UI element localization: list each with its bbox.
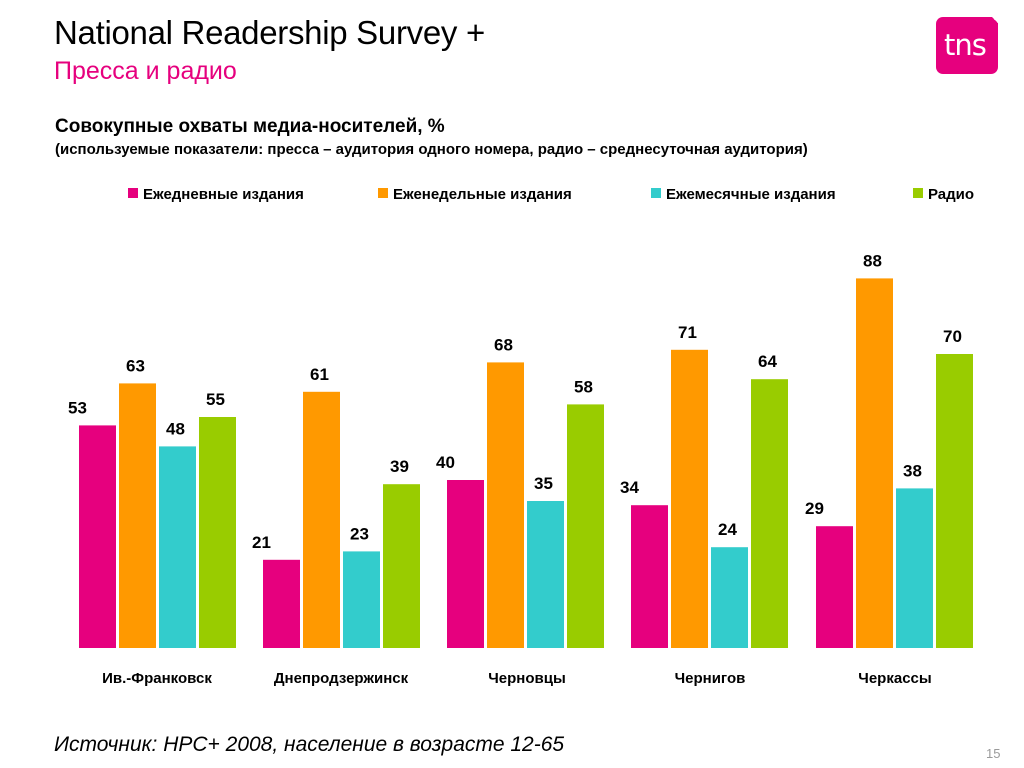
chart-subtitle: (используемые показатели: пресса – аудит… <box>55 141 808 158</box>
page-subtitle: Пресса и радио <box>54 57 237 85</box>
category-label: Чернигов <box>675 670 746 687</box>
data-label: 21 <box>252 533 271 552</box>
category-label: Черкассы <box>858 670 931 687</box>
bar-monthly <box>343 551 380 648</box>
category-label: Днепродзержинск <box>274 670 409 687</box>
category-label: Черновцы <box>488 670 566 687</box>
legend-swatch <box>651 188 661 198</box>
bar-daily <box>263 559 300 648</box>
legend-item-monthly: Ежемесячные издания <box>651 186 836 203</box>
source-note: Источник: НРС+ 2008, население в возраст… <box>54 733 565 756</box>
data-label: 70 <box>943 327 962 346</box>
bar-daily <box>447 480 484 648</box>
data-label: 53 <box>68 398 87 417</box>
data-label: 55 <box>206 390 225 409</box>
data-label: 34 <box>620 478 639 497</box>
data-label: 71 <box>678 323 697 342</box>
data-label: 39 <box>390 457 409 476</box>
legend-item-radio: Радио <box>913 186 974 203</box>
data-label: 61 <box>310 365 329 384</box>
bar-monthly <box>527 501 564 648</box>
data-label: 68 <box>494 335 513 354</box>
category-label: Ив.-Франковск <box>102 670 212 687</box>
legend-label: Еженедельные издания <box>393 186 572 203</box>
data-label: 40 <box>436 453 455 472</box>
legend-item-weekly: Еженедельные издания <box>378 186 572 203</box>
page-title: National Readership Survey + <box>54 14 485 51</box>
data-label: 38 <box>903 461 922 480</box>
bar-chart: 53 63 48 55 Ив.-Франковск 21 61 23 39 Днепродзерж… <box>68 251 973 687</box>
data-label: 88 <box>863 251 882 270</box>
bar-weekly <box>303 391 340 648</box>
tns-logo: tns <box>936 17 998 74</box>
data-label: 29 <box>805 499 824 518</box>
data-label: 24 <box>718 520 737 539</box>
bar-radio <box>751 379 788 648</box>
legend-swatch <box>128 188 138 198</box>
data-label: 63 <box>126 356 145 375</box>
bar-radio <box>383 484 420 648</box>
data-label: 64 <box>758 352 777 371</box>
page-number: 15 <box>986 746 1001 761</box>
bar-weekly <box>487 362 524 648</box>
bar-weekly <box>671 349 708 648</box>
legend-label: Ежедневные издания <box>143 186 304 203</box>
bar-monthly <box>896 488 933 648</box>
bar-radio <box>936 354 973 648</box>
legend-label: Ежемесячные издания <box>666 186 836 203</box>
legend-label: Радио <box>928 186 975 203</box>
legend-item-daily: Ежедневные издания <box>128 186 304 203</box>
bar-radio <box>199 417 236 648</box>
bar-weekly <box>119 383 156 648</box>
data-label: 35 <box>534 474 553 493</box>
data-label: 23 <box>350 524 369 543</box>
data-label: 58 <box>574 377 593 396</box>
bar-monthly <box>159 446 196 648</box>
logo-text: tns <box>944 28 987 62</box>
bar-weekly <box>856 278 893 648</box>
chart-title: Совокупные охваты медиа-носителей, % <box>55 116 445 137</box>
bar-daily <box>816 526 853 648</box>
bar-monthly <box>711 547 748 648</box>
bar-radio <box>567 404 604 648</box>
bar-daily <box>79 425 116 648</box>
bar-daily <box>631 505 668 648</box>
legend-swatch <box>913 188 923 198</box>
legend-swatch <box>378 188 388 198</box>
data-label: 48 <box>166 419 185 438</box>
